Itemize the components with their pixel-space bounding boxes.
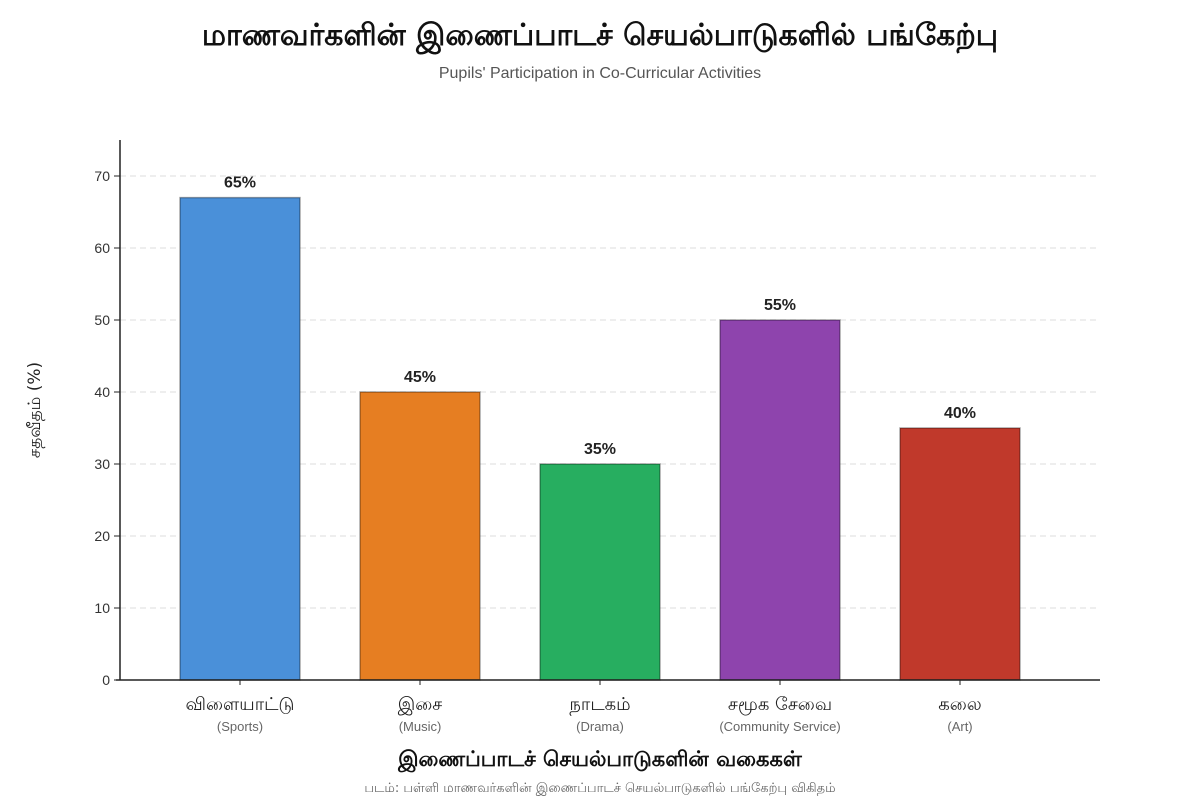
- bar-value-label: 55%: [764, 297, 796, 314]
- bar-value-label: 35%: [584, 441, 616, 458]
- y-tick-label: 60: [94, 240, 110, 256]
- bar-5: [899, 427, 1021, 681]
- figure-caption: படம்: பள்ளி மாணவர்களின் இணைப்பாடச் செயல்…: [364, 781, 836, 796]
- x-tick-label: நாடகம்: [569, 694, 630, 716]
- x-tick-label: சமூக சேவை: [728, 694, 832, 715]
- x-tick-sublabel: (Community Service): [719, 719, 840, 734]
- bar-value-label: 45%: [404, 369, 436, 386]
- x-tick-sublabel: (Music): [399, 719, 442, 734]
- y-tick-label: 30: [94, 456, 110, 472]
- y-tick-label: 70: [94, 168, 110, 184]
- y-tick-label: 50: [94, 312, 110, 328]
- bar-3: [539, 463, 661, 681]
- y-tick-label: 20: [94, 528, 110, 544]
- y-tick-label: 40: [94, 384, 110, 400]
- y-tick-label: 0: [102, 672, 110, 688]
- bar-1: [179, 196, 301, 681]
- y-tick-label: 10: [94, 600, 110, 616]
- chart-title: மாணவர்களின் இணைப்பாடச் செயல்பாடுகளில் பங…: [201, 18, 999, 53]
- x-tick-label: கலை: [938, 694, 982, 715]
- x-axis-label: இணைப்பாடச் செயல்பாடுகளின் வகைகள்: [398, 747, 802, 771]
- bar-2: [359, 391, 481, 681]
- x-tick-sublabel: (Art): [947, 719, 972, 734]
- x-tick-sublabel: (Drama): [576, 719, 624, 734]
- bar-value-label: 40%: [944, 405, 976, 422]
- x-tick-sublabel: (Sports): [217, 719, 263, 734]
- chart-subtitle: Pupils' Participation in Co-Curricular A…: [438, 65, 762, 82]
- x-tick-label: இசை: [398, 694, 443, 715]
- bar-4: [719, 319, 841, 681]
- x-tick-label: விளையாட்டு: [186, 694, 295, 715]
- bar-value-label: 65%: [224, 175, 256, 192]
